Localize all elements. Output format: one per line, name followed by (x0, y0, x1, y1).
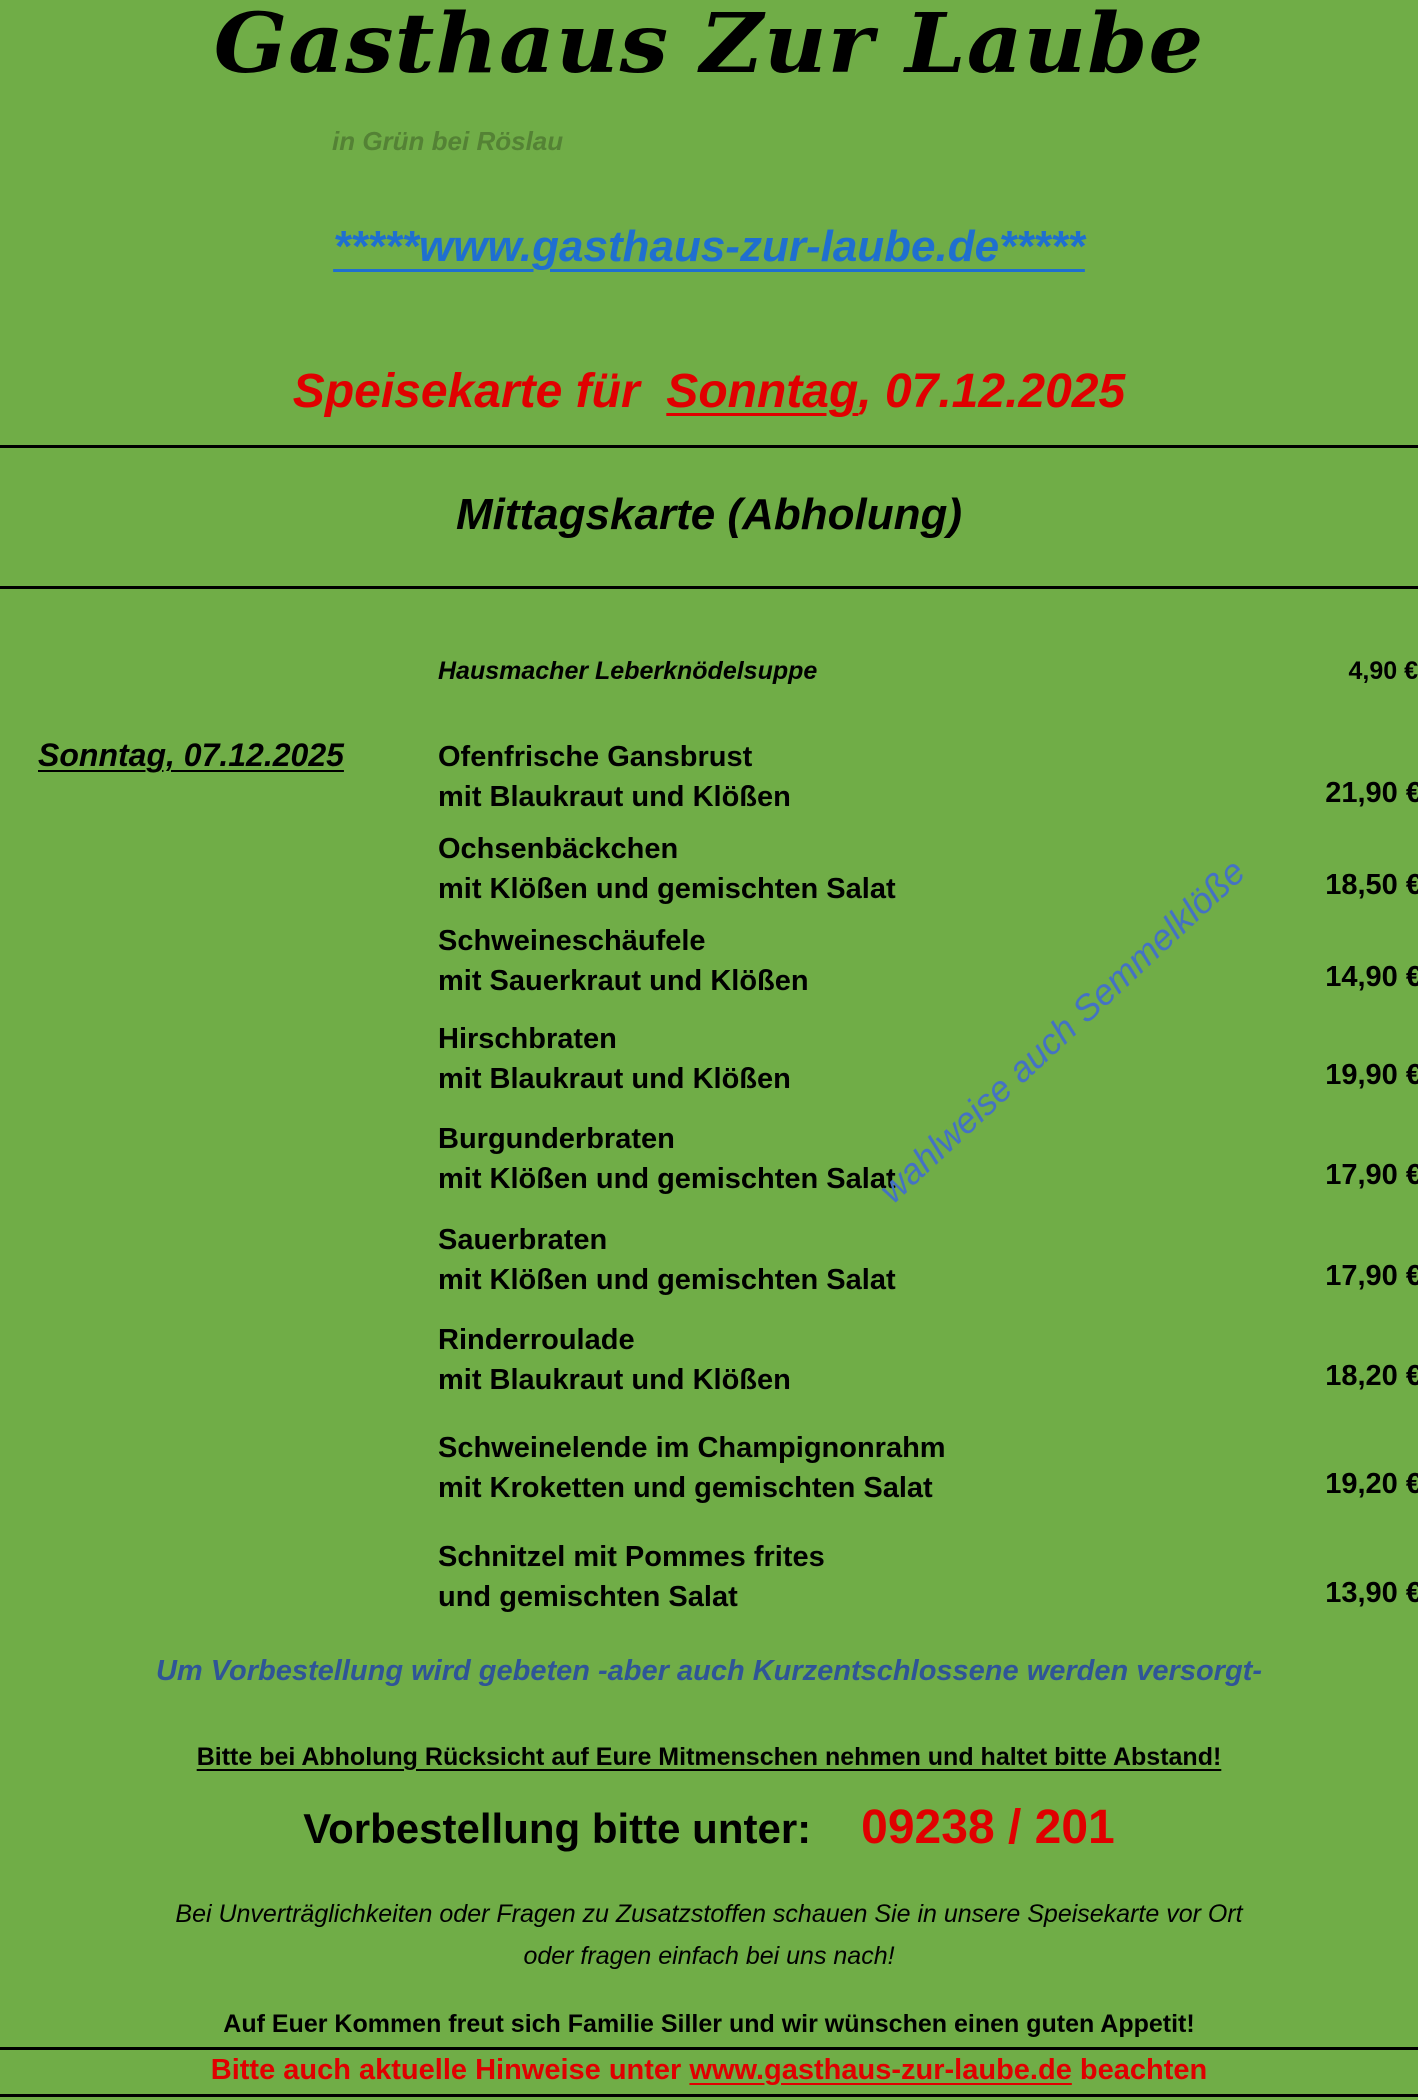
dish-name: Rinderroulade (438, 1324, 635, 1356)
dish-side: mit Blaukraut und Klößen (438, 781, 791, 813)
dish-item: Schweinelende im Champignonrahm mit Kroke… (438, 1428, 946, 1508)
allergy-note-line1: Bei Unverträglichkeiten oder Fragen zu Z… (175, 1900, 1243, 1928)
dish-item: Sauerbraten mit Klößen und gemischten Sal… (438, 1220, 896, 1300)
dish-item: Hirschbraten mit Blaukraut und Klößen (438, 1019, 791, 1099)
dish-item: Schweineschäufele mit Sauerkraut und Klöß… (438, 921, 809, 1001)
dish-item: Schnitzel mit Pommes frites und gemischte… (438, 1537, 825, 1617)
dish-price: 19,90 € (1325, 1059, 1418, 1091)
dish-item: Burgunderbraten mit Klößen und gemischten… (438, 1119, 896, 1199)
dish-item: Ochsenbäckchen mit Klößen und gemischten … (438, 829, 896, 909)
dish-side: mit Sauerkraut und Klößen (438, 965, 809, 997)
dish-side: mit Klößen und gemischten Salat (438, 873, 896, 905)
dish-name: Burgunderbraten (438, 1123, 675, 1155)
url-text: www.gasthaus-zur-laube.de (418, 222, 1000, 271)
dish-name: Schweinelende im Champignonrahm (438, 1432, 946, 1464)
soup-name: Hausmacher Leberknödelsuppe (438, 657, 818, 685)
dish-item: Rinderroulade mit Blaukraut und Klößen (438, 1320, 791, 1400)
phone-number: 09238 / 201 (861, 1801, 1115, 1854)
order-line: Vorbestellung bitte unter: 09238 / 201 (0, 1800, 1418, 1855)
dish-name: Sauerbraten (438, 1224, 608, 1256)
dish-side: mit Blaukraut und Klößen (438, 1063, 791, 1095)
footer-suffix: beachten (1079, 2054, 1208, 2086)
distance-note: Bitte bei Abholung Rücksicht auf Eure Mi… (0, 1743, 1418, 1772)
dish-side: mit Kroketten und gemischten Salat (438, 1472, 933, 1504)
url-suffix: ***** (999, 222, 1085, 271)
preorder-note: Um Vorbestellung wird gebeten -aber auch… (155, 1655, 1262, 1687)
watermark-note: wahlweise auch Semmelklöße (870, 850, 1253, 1211)
dish-name: Hirschbraten (438, 1023, 617, 1055)
dish-item: Ofenfrische Gansbrust mit Blaukraut und K… (438, 737, 791, 817)
order-label: Vorbestellung bitte unter: (303, 1805, 812, 1852)
footer-note: Bitte auch aktuelle Hinweise unter www.g… (0, 2054, 1418, 2087)
divider (0, 2094, 1418, 2097)
heading-day: Sonntag (666, 365, 859, 418)
dish-side: mit Klößen und gemischten Salat (438, 1264, 896, 1296)
allergy-note-line2: oder fragen einfach bei uns nach! (523, 1942, 895, 1970)
dish-side: und gemischten Salat (438, 1581, 738, 1613)
dish-price: 18,20 € (1325, 1360, 1418, 1392)
soup-price: 4,90 € (1348, 657, 1418, 685)
thanks-note: Auf Euer Kommen freut sich Familie Sille… (223, 2010, 1195, 2038)
footer-link[interactable]: www.gasthaus-zur-laube.de (689, 2054, 1072, 2086)
dish-name: Schnitzel mit Pommes frites (438, 1541, 825, 1573)
dish-price: 19,20 € (1325, 1468, 1418, 1500)
heading-date: , 07.12.2025 (858, 365, 1126, 418)
footer-prefix: Bitte auch aktuelle Hinweise unter (210, 2054, 682, 2086)
divider (0, 445, 1418, 448)
divider (0, 2047, 1418, 2050)
dish-price: 14,90 € (1325, 961, 1418, 993)
distance-text: Bitte bei Abholung Rücksicht auf Eure Mi… (196, 1743, 1222, 1771)
section-title: Mittagskarte (Abholung) (456, 490, 962, 539)
dish-price: 21,90 € (1325, 777, 1418, 809)
menu-heading: Speisekarte für Sonntag, 07.12.2025 (0, 364, 1418, 419)
divider (0, 586, 1418, 589)
heading-prefix: Speisekarte für (292, 365, 640, 418)
dish-side: mit Klößen und gemischten Salat (438, 1163, 896, 1195)
dish-price: 17,90 € (1325, 1159, 1418, 1191)
restaurant-location: in Grün bei Röslau (332, 126, 564, 156)
url-prefix: ***** (333, 222, 419, 271)
restaurant-title: Gasthaus Zur Laube (213, 0, 1205, 92)
website-link[interactable]: *****www.gasthaus-zur-laube.de***** (0, 222, 1418, 272)
dish-name: Schweineschäufele (438, 925, 706, 957)
dish-name: Ofenfrische Gansbrust (438, 741, 753, 773)
dish-side: mit Blaukraut und Klößen (438, 1364, 791, 1396)
day-label: Sonntag, 07.12.2025 (38, 737, 344, 773)
dish-price: 17,90 € (1325, 1260, 1418, 1292)
dish-price: 18,50 € (1325, 869, 1418, 901)
dish-name: Ochsenbäckchen (438, 833, 679, 865)
dish-price: 13,90 € (1325, 1577, 1418, 1609)
